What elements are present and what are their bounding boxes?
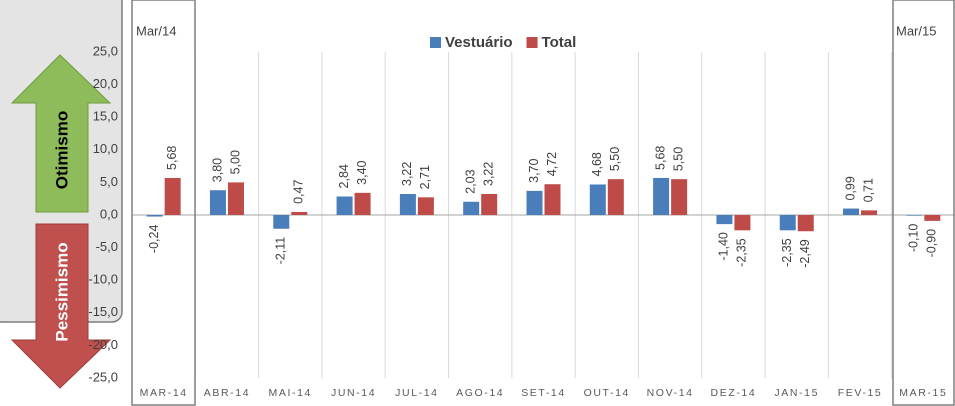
value-label: 0,47 (292, 180, 306, 204)
bar (734, 215, 751, 231)
y-tick-label: 20,0 (93, 76, 118, 91)
value-label: -2,49 (798, 239, 812, 268)
end-label: Mar/15 (896, 23, 936, 38)
value-label: 5,50 (671, 147, 685, 171)
value-label: 5,50 (608, 147, 622, 171)
x-tick-label: SET-14 (521, 387, 566, 399)
legend-label: Total (542, 34, 577, 51)
value-label: -0,90 (925, 229, 939, 258)
value-label: 3,40 (355, 160, 369, 184)
value-label: -0,24 (147, 225, 161, 254)
y-tick-label: -10,0 (88, 272, 118, 287)
bar (209, 190, 226, 215)
y-tick-label: 0,0 (100, 206, 118, 221)
x-tick-label: MAR-15 (899, 387, 947, 399)
value-label: -2,35 (735, 238, 749, 267)
bar (354, 192, 371, 215)
bar (607, 179, 624, 215)
up-arrow (10, 54, 112, 213)
end-box (892, 0, 955, 406)
optimism-label: Otimismo (52, 111, 71, 189)
bar (843, 208, 860, 215)
value-label: 5,68 (653, 146, 667, 170)
bar (164, 177, 181, 215)
bar (399, 194, 416, 215)
x-tick-label: ABR-14 (204, 387, 250, 399)
bar (544, 184, 561, 215)
value-label: 2,71 (418, 165, 432, 189)
value-label: 2,03 (463, 169, 477, 193)
value-label: 0,99 (843, 176, 857, 200)
value-label: -0,10 (907, 224, 921, 253)
x-tick-label: JAN-15 (774, 387, 819, 399)
value-label: 5,68 (165, 146, 179, 170)
bar (417, 197, 434, 215)
bar (227, 182, 244, 215)
value-label: 3,70 (527, 158, 541, 182)
y-tick-label: -20,0 (88, 337, 118, 352)
bar (336, 196, 353, 215)
bar (146, 215, 163, 217)
legend-swatch (526, 37, 538, 48)
y-tick-label: -5,0 (96, 239, 118, 254)
x-tick-label: FEV-15 (838, 387, 883, 399)
y-tick-label: 10,0 (93, 141, 118, 156)
bar (481, 194, 498, 215)
x-tick-label: NOV-14 (647, 387, 694, 399)
bar (716, 215, 733, 225)
start-label: Mar/14 (136, 23, 176, 38)
y-tick-label: -15,0 (88, 304, 118, 319)
bar (906, 215, 923, 216)
y-tick-label: 25,0 (93, 43, 118, 58)
x-tick-label: MAI-14 (269, 387, 312, 399)
value-label: 3,22 (481, 162, 495, 186)
x-tick-label: JUL-14 (395, 387, 438, 399)
pessimism-label: Pessimismo (52, 242, 71, 341)
y-tick-label: 15,0 (93, 109, 118, 124)
value-label: 3,80 (210, 158, 224, 182)
value-label: 4,72 (545, 152, 559, 176)
bar (526, 190, 543, 215)
bar (671, 179, 688, 215)
value-label: -2,35 (780, 238, 794, 267)
x-tick-label: JUN-14 (331, 387, 376, 399)
value-label: -1,40 (717, 232, 731, 261)
down-arrow (10, 223, 112, 389)
bar (797, 215, 814, 232)
value-label: -2,11 (274, 237, 288, 265)
bar (291, 211, 308, 215)
legend-swatch (430, 37, 441, 48)
value-label: 2,84 (337, 164, 351, 188)
legend-label: Vestuário (445, 34, 513, 51)
bar (653, 177, 670, 215)
value-label: 3,22 (400, 162, 414, 186)
start-box (131, 0, 196, 406)
bar (924, 215, 941, 221)
x-tick-label: AGO-14 (456, 387, 504, 399)
bar (779, 215, 796, 231)
bar (589, 184, 606, 215)
value-label: 4,68 (590, 152, 604, 176)
y-tick-label: 5,0 (100, 174, 118, 189)
value-label: 0,71 (861, 178, 875, 202)
bar (463, 201, 480, 215)
y-tick-label: -25,0 (88, 369, 118, 384)
bar (861, 210, 878, 215)
value-label: 5,00 (228, 150, 242, 174)
x-tick-label: MAR-14 (140, 387, 188, 399)
x-tick-label: DEZ-14 (711, 387, 757, 399)
x-tick-label: OUT-14 (584, 387, 630, 399)
bar (273, 215, 290, 229)
